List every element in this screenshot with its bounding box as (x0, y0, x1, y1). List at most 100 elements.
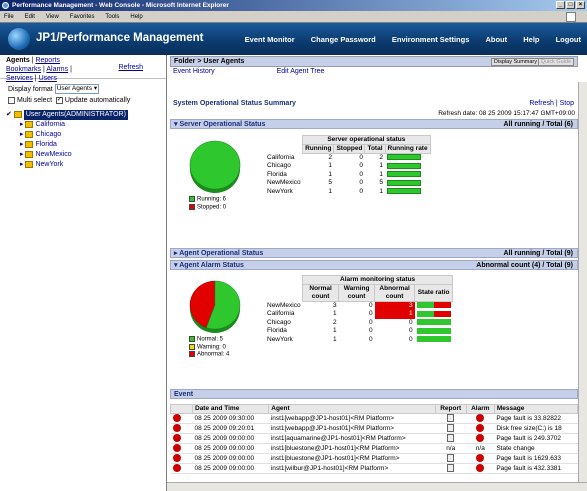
report-icon[interactable] (447, 414, 455, 423)
summary-stop-link[interactable]: Stop (559, 100, 574, 107)
summary-refresh-link[interactable]: Refresh (529, 100, 554, 107)
display-summary-button[interactable]: Display Summary (490, 58, 540, 66)
row-name: NewYork (267, 187, 293, 195)
event-report[interactable] (435, 413, 467, 424)
menu-view[interactable]: View (45, 14, 59, 20)
tree-root[interactable]: ✔ User Agents(ADMINISTRATOR) (6, 110, 128, 120)
update-automatically-checkbox[interactable]: ✓ (55, 96, 63, 104)
nav-logout[interactable]: Logout (555, 35, 581, 44)
edit-agent-tree-link[interactable]: Edit Agent Tree (276, 68, 325, 75)
event-report[interactable] (435, 463, 467, 474)
event-alarm[interactable] (466, 453, 495, 464)
tree-item-newyork[interactable]: ▸ NewYork (20, 160, 64, 168)
tree-item-chicago[interactable]: ▸ Chicago (20, 130, 62, 138)
alarm-status-icon (172, 414, 181, 423)
sub-links: Event History Edit Agent Tree (173, 68, 324, 75)
cell-running: 1 (328, 187, 332, 195)
event-row[interactable]: 08 25 2009 09:20:01 inst1[webapp@JP1-host… (170, 423, 578, 434)
alarm-status-icon (172, 454, 181, 463)
tree-item-florida[interactable]: ▸ Florida (20, 140, 57, 148)
close-button[interactable]: × (576, 1, 585, 9)
event-alarm[interactable] (466, 413, 495, 424)
running-rate-bar (387, 188, 421, 195)
jp1-logo-icon (8, 28, 30, 50)
menu-file[interactable]: File (4, 14, 14, 20)
cell-warning: 0 (368, 310, 373, 318)
legend-swatch (189, 351, 195, 358)
event-message: Disk free size(C:) is 18 (494, 423, 578, 434)
horizontal-scrollbar[interactable] (167, 482, 587, 491)
alarm-icon[interactable] (476, 414, 485, 423)
tab-users[interactable]: Users (38, 75, 57, 82)
cell-total: 5 (379, 179, 383, 187)
tree-item-california[interactable]: ▸ California (20, 120, 66, 128)
row-name: California (267, 310, 295, 318)
tree-item-newmexico[interactable]: ▸ NewMexico (20, 150, 72, 158)
nav-environment-settings[interactable]: Environment Settings (391, 35, 470, 44)
event-alarm[interactable] (466, 463, 495, 474)
display-format-label: Display format (8, 85, 53, 93)
multi-select-checkbox[interactable] (8, 96, 15, 104)
server-status-header[interactable]: ▾ Server Operational Status All running … (170, 119, 578, 129)
menu-edit[interactable]: Edit (24, 14, 35, 20)
event-row[interactable]: 08 25 2009 09:00:00 inst1[bluestone@JP1-h… (170, 443, 578, 454)
row-name: California (267, 153, 295, 161)
nav-about[interactable]: About (485, 35, 508, 44)
event-alarm[interactable]: n/a (466, 443, 495, 454)
corner-cell (265, 285, 303, 302)
legend-label: Running: 6 (197, 196, 227, 203)
report-icon[interactable] (447, 464, 455, 473)
left-refresh-link[interactable]: Refresh (118, 64, 143, 71)
alarm-status-header[interactable]: ▾ Agent Alarm Status Abnormal count (4) … (170, 260, 578, 270)
event-row[interactable]: 08 25 2009 09:00:00 inst1[aquamarine@JP1-… (170, 433, 578, 444)
tab-alarms[interactable]: Alarms (46, 66, 69, 73)
menu-tools[interactable]: Tools (105, 14, 120, 20)
maximize-button[interactable]: □ (566, 1, 575, 9)
tab-bookmarks[interactable]: Bookmarks (6, 66, 42, 73)
tab-services[interactable]: Services (6, 75, 33, 82)
display-format-select[interactable]: User Agents ▾ (54, 84, 100, 94)
report-icon[interactable] (447, 454, 455, 463)
running-rate-bar (387, 162, 421, 169)
report-icon[interactable] (447, 434, 455, 443)
alarm-icon[interactable] (476, 464, 485, 473)
nav-help[interactable]: Help (523, 35, 540, 44)
nav-event-monitor[interactable]: Event Monitor (244, 35, 295, 44)
tree-item-label: California (35, 121, 66, 128)
event-history-link[interactable]: Event History (173, 68, 215, 75)
menu-bar: File Edit View Favorites Tools Help (0, 11, 587, 23)
event-row[interactable]: 08 25 2009 09:00:00 inst1[bluestone@JP1-h… (170, 453, 578, 464)
minimize-button[interactable]: _ (556, 1, 565, 9)
nav-change-password[interactable]: Change Password (310, 35, 376, 44)
event-report[interactable] (435, 423, 467, 434)
event-row[interactable]: 08 25 2009 09:30:00 inst1[webapp@JP1-host… (170, 413, 578, 424)
vertical-scrollbar[interactable] (578, 82, 587, 491)
menu-favorites[interactable]: Favorites (69, 14, 95, 20)
agent-operational-header[interactable]: ▸ Agent Operational Status All running /… (170, 248, 578, 258)
column-header: Agent (268, 404, 436, 414)
alarm-icon[interactable] (476, 434, 485, 443)
event-icon-cell (170, 423, 193, 434)
cell-normal: 1 (332, 335, 337, 343)
event-report[interactable] (435, 433, 467, 444)
tab-reports[interactable]: Reports (35, 57, 60, 64)
event-report[interactable]: n/a (435, 443, 467, 454)
event-row[interactable]: 08 25 2009 09:00:00 inst1[wilbur@JP1-host… (170, 463, 578, 474)
alarm-status-icon (172, 424, 181, 433)
folder-icon (25, 140, 34, 148)
event-agent: inst1[aquamarine@JP1-host01]<RM Platform… (268, 433, 436, 444)
report-icon[interactable] (447, 424, 455, 433)
alarm-icon[interactable] (476, 454, 485, 463)
app-title: JP1/Performance Management (36, 32, 204, 44)
quick-guide-button[interactable]: Quick Guide (537, 58, 574, 66)
event-time: 08 25 2009 09:00:00 (192, 443, 269, 454)
menu-help[interactable]: Help (130, 14, 143, 20)
legend-swatch (189, 343, 195, 350)
alarm-icon[interactable] (476, 424, 485, 433)
event-alarm[interactable] (466, 423, 495, 434)
event-time: 08 25 2009 09:00:00 (192, 433, 269, 444)
tab-agents[interactable]: Agents (6, 57, 30, 64)
alarm-status-title: Agent Alarm Status (179, 262, 244, 269)
event-alarm[interactable] (466, 433, 495, 444)
event-report[interactable] (435, 453, 467, 464)
